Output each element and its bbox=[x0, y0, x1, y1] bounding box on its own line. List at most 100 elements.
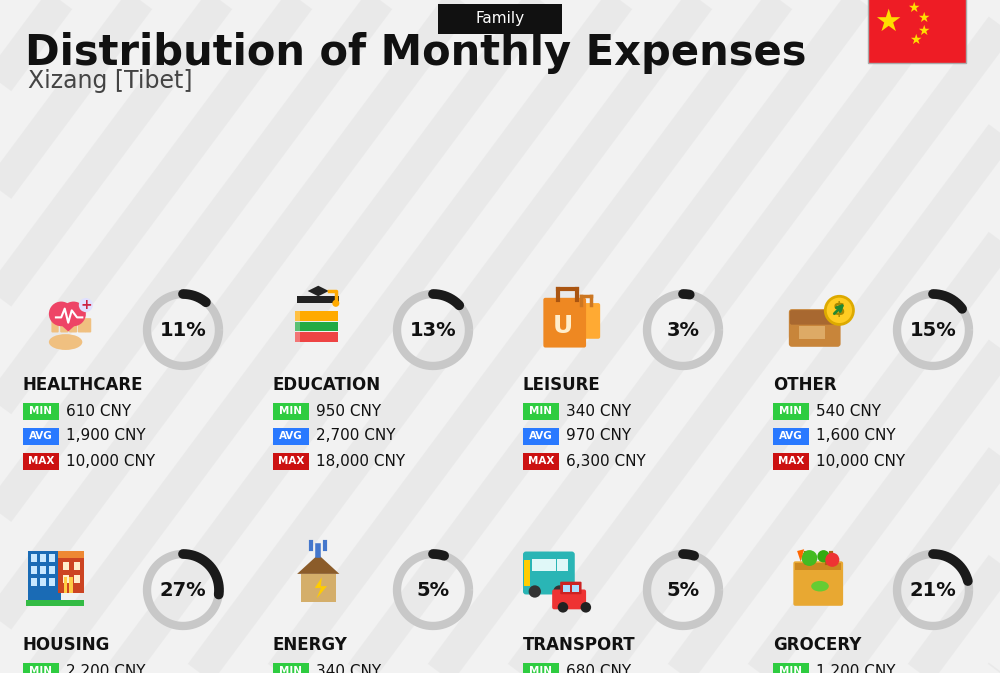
Ellipse shape bbox=[811, 581, 829, 592]
Text: 6,300 CNY: 6,300 CNY bbox=[566, 454, 646, 468]
Text: 10,000 CNY: 10,000 CNY bbox=[816, 454, 905, 468]
Text: 1,600 CNY: 1,600 CNY bbox=[816, 429, 896, 444]
Circle shape bbox=[581, 602, 591, 612]
FancyBboxPatch shape bbox=[78, 318, 86, 332]
Text: AVG: AVG bbox=[279, 431, 303, 441]
Text: MIN: MIN bbox=[530, 406, 552, 416]
Polygon shape bbox=[297, 555, 339, 574]
FancyBboxPatch shape bbox=[295, 332, 338, 342]
Polygon shape bbox=[308, 286, 329, 296]
Circle shape bbox=[79, 298, 93, 312]
Text: 3%: 3% bbox=[666, 320, 700, 339]
FancyBboxPatch shape bbox=[560, 581, 582, 594]
Text: MAX: MAX bbox=[528, 456, 554, 466]
Text: MIN: MIN bbox=[780, 666, 802, 673]
FancyBboxPatch shape bbox=[40, 554, 46, 561]
FancyBboxPatch shape bbox=[74, 563, 80, 570]
Text: 5%: 5% bbox=[416, 581, 450, 600]
FancyBboxPatch shape bbox=[23, 452, 59, 470]
Text: 2,700 CNY: 2,700 CNY bbox=[316, 429, 396, 444]
Circle shape bbox=[529, 586, 541, 598]
Text: MAX: MAX bbox=[28, 456, 54, 466]
FancyBboxPatch shape bbox=[523, 427, 559, 444]
FancyBboxPatch shape bbox=[49, 566, 55, 574]
Text: MIN: MIN bbox=[280, 406, 302, 416]
Text: 13%: 13% bbox=[410, 320, 456, 339]
FancyBboxPatch shape bbox=[31, 566, 37, 574]
FancyBboxPatch shape bbox=[523, 452, 559, 470]
FancyBboxPatch shape bbox=[301, 574, 336, 602]
Text: MIN: MIN bbox=[530, 666, 552, 673]
FancyBboxPatch shape bbox=[789, 309, 841, 347]
Text: 340 CNY: 340 CNY bbox=[316, 664, 381, 673]
Text: 2,200 CNY: 2,200 CNY bbox=[66, 664, 146, 673]
Text: 680 CNY: 680 CNY bbox=[566, 664, 631, 673]
Circle shape bbox=[825, 553, 839, 567]
Text: AVG: AVG bbox=[779, 431, 803, 441]
FancyBboxPatch shape bbox=[557, 559, 568, 571]
Text: 1,200 CNY: 1,200 CNY bbox=[816, 664, 896, 673]
Text: LEISURE: LEISURE bbox=[523, 376, 601, 394]
FancyBboxPatch shape bbox=[438, 4, 562, 34]
FancyBboxPatch shape bbox=[773, 662, 809, 673]
FancyBboxPatch shape bbox=[69, 318, 77, 332]
FancyBboxPatch shape bbox=[64, 577, 67, 593]
FancyBboxPatch shape bbox=[51, 318, 59, 332]
FancyBboxPatch shape bbox=[790, 310, 840, 324]
FancyBboxPatch shape bbox=[273, 427, 309, 444]
FancyBboxPatch shape bbox=[74, 575, 80, 583]
FancyBboxPatch shape bbox=[23, 662, 59, 673]
Text: Distribution of Monthly Expenses: Distribution of Monthly Expenses bbox=[25, 32, 806, 74]
Text: 950 CNY: 950 CNY bbox=[316, 404, 381, 419]
FancyBboxPatch shape bbox=[552, 590, 586, 609]
FancyBboxPatch shape bbox=[60, 318, 68, 332]
FancyBboxPatch shape bbox=[572, 586, 579, 592]
Text: AVG: AVG bbox=[29, 431, 53, 441]
FancyBboxPatch shape bbox=[523, 402, 559, 419]
FancyBboxPatch shape bbox=[58, 551, 84, 593]
Text: ENERGY: ENERGY bbox=[273, 636, 348, 654]
Circle shape bbox=[553, 586, 566, 598]
FancyBboxPatch shape bbox=[23, 427, 59, 444]
FancyBboxPatch shape bbox=[85, 318, 91, 332]
FancyBboxPatch shape bbox=[31, 554, 37, 561]
Text: ★: ★ bbox=[917, 11, 929, 24]
FancyBboxPatch shape bbox=[26, 600, 84, 606]
Text: 610 CNY: 610 CNY bbox=[66, 404, 131, 419]
Text: ★: ★ bbox=[874, 8, 902, 37]
Ellipse shape bbox=[49, 334, 82, 350]
Text: ★: ★ bbox=[917, 24, 929, 38]
Polygon shape bbox=[797, 549, 804, 561]
Text: 540 CNY: 540 CNY bbox=[816, 404, 881, 419]
FancyBboxPatch shape bbox=[543, 297, 586, 347]
Text: ★: ★ bbox=[909, 33, 921, 47]
Text: MAX: MAX bbox=[778, 456, 804, 466]
Text: MIN: MIN bbox=[30, 406, 52, 416]
FancyBboxPatch shape bbox=[49, 578, 55, 586]
FancyBboxPatch shape bbox=[773, 427, 809, 444]
FancyBboxPatch shape bbox=[40, 566, 46, 574]
FancyBboxPatch shape bbox=[273, 662, 309, 673]
FancyBboxPatch shape bbox=[63, 575, 69, 583]
Text: HEALTHCARE: HEALTHCARE bbox=[23, 376, 144, 394]
Text: 27%: 27% bbox=[160, 581, 206, 600]
FancyBboxPatch shape bbox=[63, 563, 69, 570]
Text: ★: ★ bbox=[907, 1, 919, 15]
Text: MIN: MIN bbox=[30, 666, 52, 673]
Text: +: + bbox=[80, 298, 92, 312]
Text: MIN: MIN bbox=[280, 666, 302, 673]
Circle shape bbox=[332, 299, 339, 307]
Text: $: $ bbox=[833, 302, 846, 320]
FancyBboxPatch shape bbox=[524, 560, 530, 586]
Circle shape bbox=[802, 550, 817, 566]
Text: 1,900 CNY: 1,900 CNY bbox=[66, 429, 146, 444]
FancyBboxPatch shape bbox=[23, 402, 59, 419]
FancyBboxPatch shape bbox=[532, 559, 544, 571]
Text: Xizang [Tibet]: Xizang [Tibet] bbox=[28, 69, 192, 93]
FancyBboxPatch shape bbox=[295, 311, 300, 321]
Text: OTHER: OTHER bbox=[773, 376, 837, 394]
Text: GROCERY: GROCERY bbox=[773, 636, 861, 654]
FancyBboxPatch shape bbox=[297, 296, 339, 304]
Polygon shape bbox=[315, 577, 327, 598]
FancyBboxPatch shape bbox=[28, 551, 61, 602]
